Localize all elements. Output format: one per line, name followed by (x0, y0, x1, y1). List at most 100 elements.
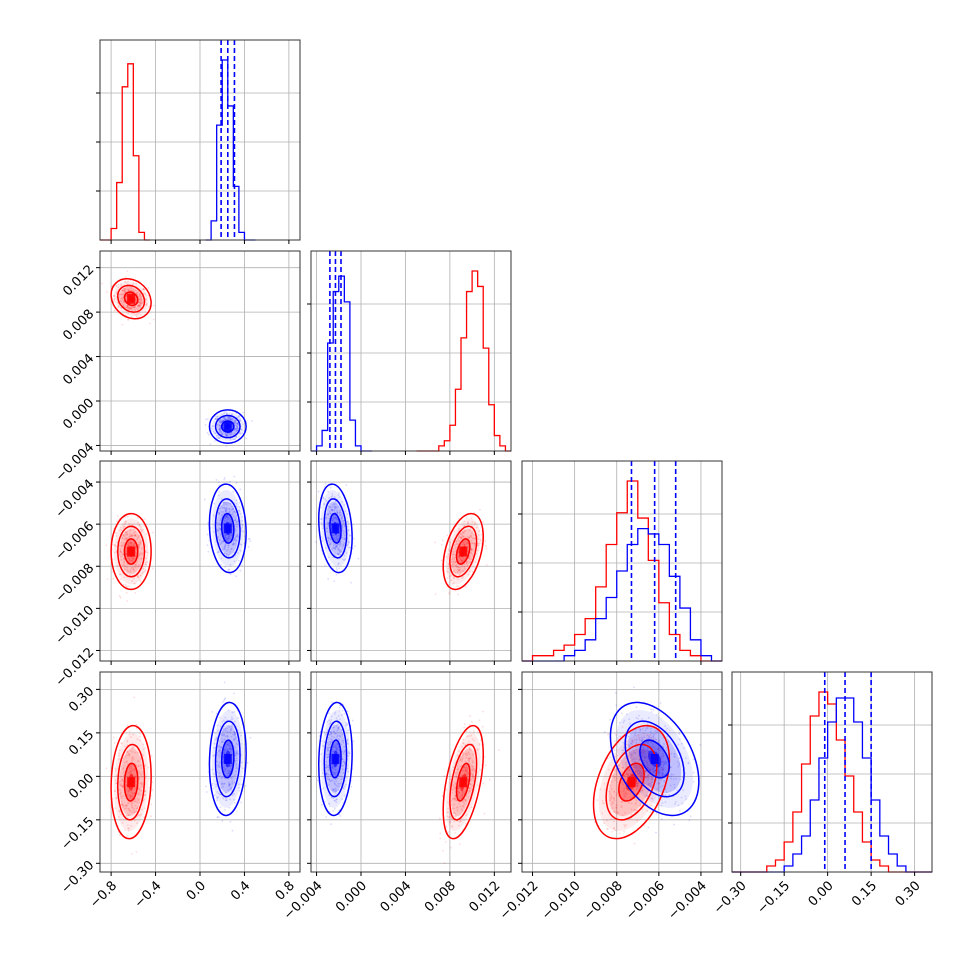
sample-point (226, 518, 229, 521)
sample-point (458, 540, 461, 543)
sample-point (125, 553, 128, 556)
sample-point (139, 552, 142, 555)
sample-point (112, 543, 114, 546)
sample-point (231, 512, 234, 515)
sample-point (321, 540, 324, 542)
sample-point (216, 415, 219, 418)
sample-point (133, 563, 136, 566)
sample-point (241, 526, 244, 529)
sample-point (218, 512, 221, 515)
sample-point (111, 570, 114, 573)
sample-point (346, 540, 349, 543)
histogram-step (100, 63, 150, 241)
sample-point (139, 574, 142, 577)
sample-point (226, 514, 229, 516)
sample-point (214, 440, 216, 442)
sample-point (458, 568, 461, 571)
sample-point (247, 538, 250, 541)
sample-point (333, 495, 336, 498)
sample-point (235, 502, 238, 505)
sample-point (462, 531, 465, 534)
sample-point (130, 544, 133, 546)
sample-point (458, 573, 461, 576)
sample-point (141, 557, 144, 560)
sample-point (222, 501, 225, 504)
sample-point (477, 731, 479, 734)
sample-point (216, 415, 219, 418)
sample-point (448, 550, 451, 552)
sample-point (136, 304, 139, 307)
sample-point (343, 504, 346, 506)
sample-point (114, 551, 116, 554)
sample-point (478, 530, 480, 532)
sample-point (225, 553, 227, 555)
sample-point (129, 570, 132, 573)
sample-point (325, 816, 328, 818)
sample-point (129, 542, 131, 545)
sample-point (128, 585, 131, 588)
sample-point (242, 530, 245, 533)
sample-point (463, 520, 465, 523)
y-tick-label: 0.012 (60, 262, 97, 299)
sample-point (236, 422, 239, 425)
sample-point (124, 290, 127, 293)
sample-point (238, 560, 240, 562)
sample-point (233, 432, 236, 435)
sample-point (239, 488, 242, 491)
sample-point (237, 536, 240, 538)
sample-point (227, 418, 230, 421)
sample-point (129, 559, 131, 561)
sample-point (235, 538, 238, 541)
sample-point (128, 536, 130, 538)
sample-point (139, 294, 142, 297)
sample-point (145, 304, 148, 307)
sample-point (126, 569, 129, 571)
sample-point (136, 565, 139, 568)
sample-point (113, 297, 116, 300)
sample-point (142, 288, 145, 290)
sample-point (141, 295, 143, 298)
sample-point (213, 502, 216, 505)
sample-point (206, 431, 209, 434)
sample-point (134, 533, 137, 536)
sample-point (134, 534, 136, 536)
sample-point (348, 546, 351, 549)
sample-point (232, 490, 235, 493)
sample-point (471, 521, 474, 524)
sample-point (137, 544, 140, 547)
sample-point (220, 431, 223, 433)
sample-point (131, 557, 134, 560)
sample-point (151, 567, 154, 570)
sample-point (147, 306, 150, 308)
sample-point (141, 572, 143, 575)
sample-point (127, 557, 130, 559)
sample-point (119, 555, 122, 558)
sample-point (466, 541, 469, 544)
tick-layer: −0.8 −0.4 0.0 0.4 0.8−0.004 0.000 0.004 0.008 0.… (53, 92, 924, 923)
sample-point (123, 523, 126, 525)
sample-point (471, 549, 473, 552)
sample-point (451, 564, 453, 566)
sample-point (127, 544, 130, 547)
sample-point (118, 834, 121, 836)
sample-point (452, 553, 455, 556)
sample-point (448, 591, 451, 594)
sample-point (152, 531, 154, 534)
sample-point (134, 534, 136, 537)
sample-point (347, 543, 350, 546)
sample-point (145, 302, 148, 305)
sample-point (451, 557, 454, 560)
sample-point (127, 312, 130, 315)
sample-point (445, 788, 448, 791)
sample-point (214, 415, 217, 418)
sample-point (132, 558, 135, 561)
sample-point (453, 544, 456, 546)
sample-point (219, 428, 221, 430)
density-peak (331, 753, 340, 764)
sample-point (336, 505, 339, 508)
sample-point (142, 288, 145, 291)
sample-point (320, 740, 323, 742)
sample-point (450, 574, 453, 577)
sample-point (221, 433, 224, 435)
